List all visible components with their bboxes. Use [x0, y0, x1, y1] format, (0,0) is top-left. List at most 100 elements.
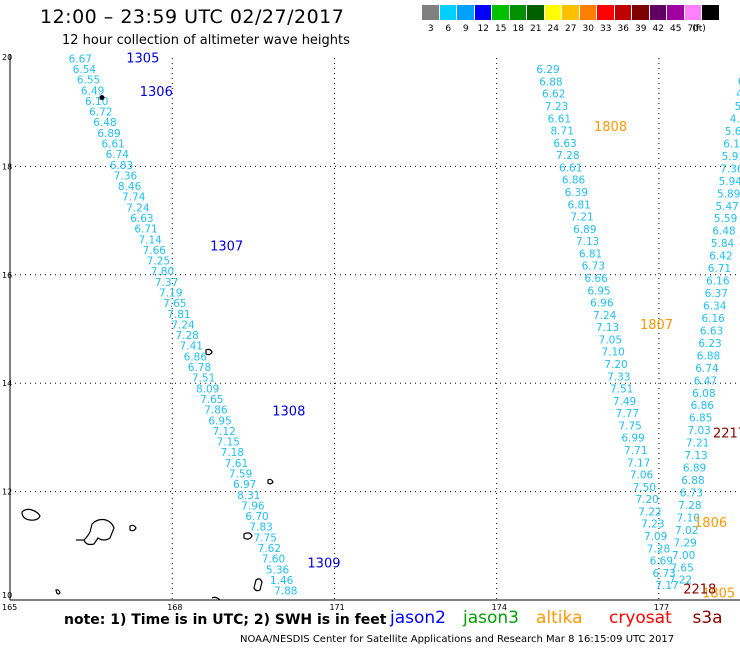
axis-ticks: 165 168 171 174 177 20 18 16 14 12 10	[2, 53, 669, 612]
legend-swatch	[422, 5, 440, 20]
edge-pass-label: 2	[739, 234, 740, 249]
wave-height-value: 7.13	[684, 450, 707, 462]
island-outline	[211, 596, 221, 601]
wave-height-value: 7.22	[669, 575, 692, 587]
legend-label: 6	[445, 24, 452, 34]
wave-height-value: 7.80	[151, 266, 174, 278]
wave-height-value: 6.69	[650, 556, 673, 568]
legend-swatch	[562, 5, 580, 20]
legend-label: 33	[600, 24, 612, 34]
wave-height-value: 6.95	[208, 415, 231, 427]
wave-height-value: 6.63	[553, 138, 576, 150]
wave-height-value: 6.86	[184, 351, 208, 363]
island-outline	[243, 532, 253, 540]
legend-label: 18	[512, 24, 524, 34]
lon-tick-label: 168	[167, 603, 182, 612]
wave-height-value: 7.14	[138, 234, 162, 246]
wave-height-value: 7.28	[678, 500, 701, 512]
legend-label: 12	[477, 24, 489, 34]
legend-swatch	[457, 5, 475, 20]
land-outlines	[21, 348, 274, 601]
legend-swatch	[509, 5, 527, 20]
legend-swatch	[492, 5, 510, 20]
legend-swatch	[439, 5, 457, 20]
legend-label: 27	[565, 24, 577, 34]
wave-height-value: 7.59	[229, 468, 252, 480]
wave-height-value: 7.51	[192, 373, 215, 385]
lon-tick-label: 165	[2, 603, 17, 612]
wave-height-value: 7.36	[720, 163, 740, 175]
lat-tick-label: 20	[2, 53, 12, 62]
wave-height-value: 7.10	[677, 512, 700, 524]
legend-label: 70	[687, 24, 699, 34]
wave-height-value: 7.20	[635, 494, 658, 506]
legend-swatch	[527, 5, 545, 20]
wave-height-value: 6.88	[697, 350, 720, 362]
wave-height-value: 7.25	[147, 256, 170, 268]
legend-swatch	[684, 5, 702, 20]
wave-height-value: 6.70	[245, 511, 268, 523]
legend-label: 21	[530, 24, 542, 34]
map-subtitle: 12 hour collection of altimeter wave hei…	[62, 33, 350, 48]
island-outline	[267, 478, 274, 485]
wave-height-value: 7.03	[687, 425, 710, 437]
lat-tick-label: 18	[2, 162, 12, 171]
wave-height-value: 6.74	[695, 363, 719, 375]
wave-height-value: 6.34	[703, 300, 727, 312]
wave-height-value: 7.61	[225, 458, 248, 470]
wave-height-value: 7.21	[570, 212, 593, 224]
island-outline	[55, 589, 61, 595]
wave-height-value: 7.17	[627, 457, 650, 469]
legend-label: 45	[670, 24, 682, 34]
legend-label: 15	[495, 24, 507, 34]
legend-swatch	[702, 5, 720, 20]
wave-height-value: 5.59	[714, 213, 737, 225]
wave-height-value: 6.48	[712, 226, 735, 238]
credit-line: NOAA/NESDIS Center for Satellite Applica…	[240, 634, 675, 645]
legend-swatch	[614, 5, 632, 20]
wave-height-value: 4.	[736, 89, 740, 101]
satellite-name: jason2	[390, 608, 446, 628]
legend-label: 3	[427, 24, 434, 34]
pass-number-label: 2217	[713, 426, 740, 441]
wave-height-value: 6.85	[689, 413, 712, 425]
wave-height-value: 6.78	[188, 362, 211, 374]
wave-height-value: 6.89	[573, 224, 596, 236]
pass-number-label: 1308	[272, 405, 305, 420]
legend-label: 39	[635, 24, 647, 34]
wave-height-value: 5.89	[717, 188, 740, 200]
wave-height-value: 5.47	[715, 201, 738, 213]
wave-height-value: 7.28	[647, 543, 670, 555]
wave-height-value: 8.09	[196, 383, 219, 395]
satellite-name: s3a	[692, 608, 723, 628]
satellite-name: jason3	[463, 608, 519, 628]
wave-height-value: 6.99	[621, 433, 644, 445]
wave-height-value: 7.00	[672, 550, 695, 562]
legend-swatch	[649, 5, 667, 20]
wave-height-value: 8.46	[118, 181, 142, 193]
wave-height-value: 6.89	[97, 128, 120, 140]
wave-height-value: 7.81	[167, 309, 190, 321]
wave-height-value: 7.49	[613, 396, 636, 408]
legend-label: 9	[462, 24, 469, 34]
wave-height-value: 5.65	[725, 126, 740, 138]
footnote: note: 1) Time is in UTC; 2) SWH is in fe…	[64, 612, 387, 628]
wave-height-value: 1.46	[270, 575, 294, 587]
pass-number-label: 1305	[126, 51, 159, 66]
wave-height-value: 6.71	[708, 263, 731, 275]
pass-number-label: 2218	[683, 582, 716, 597]
legend-swatch	[632, 5, 650, 20]
wave-height-value: 6.61	[559, 162, 582, 174]
wave-height-value: 6.16	[701, 313, 725, 325]
wave-height-value: 7.05	[599, 334, 622, 346]
island-outline	[83, 518, 115, 546]
wave-height-value: 6.54	[73, 64, 97, 76]
pass-number-label: 1307	[210, 239, 243, 254]
wave-height-value: 6.96	[590, 298, 614, 310]
wave-height-value: 6.97	[233, 479, 256, 491]
wave-height-value: 7.96	[241, 500, 265, 512]
wave-height-value: 5.84	[711, 238, 735, 250]
wave-height-value: 6.49	[81, 85, 104, 97]
wave-height-value: 5.91	[722, 151, 740, 163]
